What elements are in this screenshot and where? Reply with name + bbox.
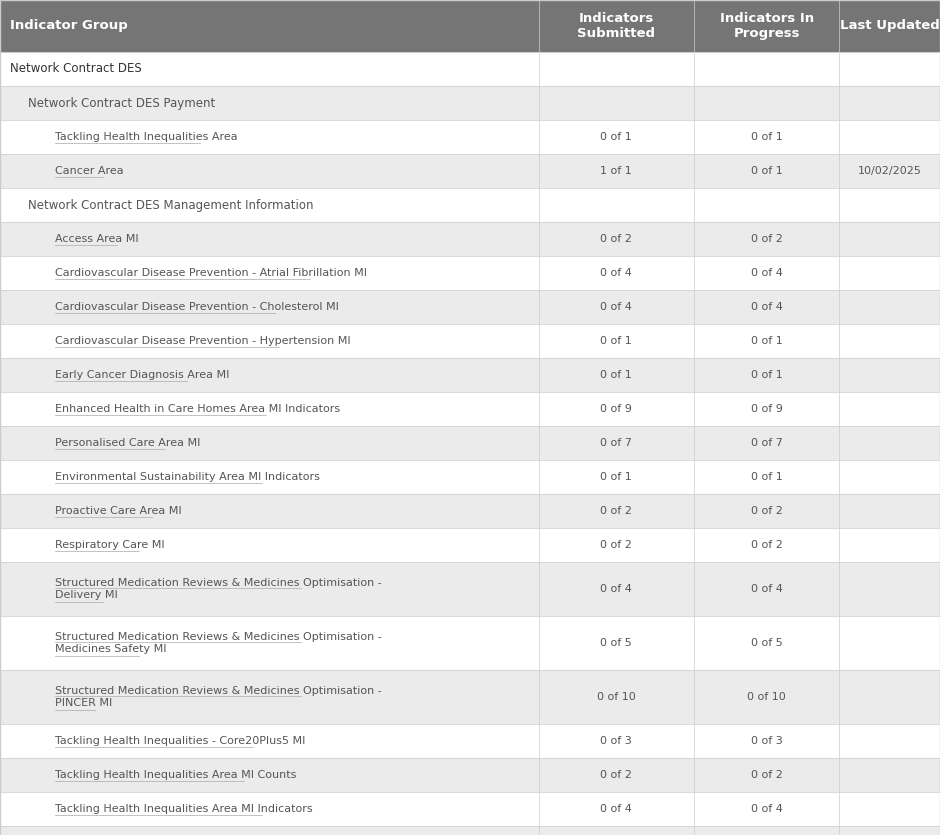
- Bar: [0, 460, 940, 494]
- Text: 10/02/2025: 10/02/2025: [858, 166, 921, 176]
- Text: 0 of 2: 0 of 2: [601, 770, 632, 780]
- Bar: [0, 86, 940, 120]
- Bar: [0, 670, 940, 724]
- Text: Enhanced Health in Care Homes Area MI Indicators: Enhanced Health in Care Homes Area MI In…: [55, 404, 340, 414]
- Text: 0 of 2: 0 of 2: [601, 234, 632, 244]
- Text: 0 of 5: 0 of 5: [751, 638, 782, 648]
- Bar: [0, 324, 940, 358]
- Text: 0 of 3: 0 of 3: [601, 736, 632, 746]
- Bar: [0, 562, 940, 616]
- Text: Tackling Health Inequalities Area: Tackling Health Inequalities Area: [55, 132, 238, 142]
- Text: Last Updated: Last Updated: [839, 19, 940, 33]
- Text: Cancer Area: Cancer Area: [55, 166, 124, 176]
- Text: Access Area MI: Access Area MI: [55, 234, 138, 244]
- Text: Structured Medication Reviews & Medicines Optimisation -
Medicines Safety MI: Structured Medication Reviews & Medicine…: [55, 632, 382, 654]
- Text: Early Cancer Diagnosis Area MI: Early Cancer Diagnosis Area MI: [55, 370, 229, 380]
- Text: 0 of 1: 0 of 1: [751, 336, 782, 346]
- Text: Cardiovascular Disease Prevention - Cholesterol MI: Cardiovascular Disease Prevention - Chol…: [55, 302, 339, 312]
- Text: 0 of 7: 0 of 7: [751, 438, 782, 448]
- Text: 0 of 1: 0 of 1: [751, 472, 782, 482]
- Bar: [0, 358, 940, 392]
- Text: 0 of 10: 0 of 10: [747, 692, 786, 702]
- Bar: [0, 528, 940, 562]
- Text: Cardiovascular Disease Prevention - Atrial Fibrillation MI: Cardiovascular Disease Prevention - Atri…: [55, 268, 367, 278]
- Text: 0 of 4: 0 of 4: [751, 302, 782, 312]
- Text: 0 of 4: 0 of 4: [751, 268, 782, 278]
- Bar: [0, 494, 940, 528]
- Text: Structured Medication Reviews & Medicines Optimisation -
PINCER MI: Structured Medication Reviews & Medicine…: [55, 686, 382, 708]
- Text: 0 of 2: 0 of 2: [601, 540, 632, 550]
- Text: 0 of 9: 0 of 9: [601, 404, 632, 414]
- Text: Environmental Sustainability Area MI Indicators: Environmental Sustainability Area MI Ind…: [55, 472, 320, 482]
- Bar: [0, 222, 940, 256]
- Text: 0 of 1: 0 of 1: [751, 132, 782, 142]
- Text: 0 of 4: 0 of 4: [601, 584, 632, 594]
- Bar: [0, 758, 940, 792]
- Text: 0 of 4: 0 of 4: [751, 804, 782, 814]
- Bar: [0, 426, 940, 460]
- Text: Tackling Health Inequalities Area MI Indicators: Tackling Health Inequalities Area MI Ind…: [55, 804, 313, 814]
- Bar: [0, 826, 940, 835]
- Bar: [0, 392, 940, 426]
- Text: 0 of 4: 0 of 4: [601, 302, 632, 312]
- Text: Tackling Health Inequalities - Core20Plus5 MI: Tackling Health Inequalities - Core20Plu…: [55, 736, 306, 746]
- Bar: [0, 290, 940, 324]
- Text: 0 of 5: 0 of 5: [601, 638, 632, 648]
- Bar: [0, 0, 940, 52]
- Text: 0 of 4: 0 of 4: [601, 268, 632, 278]
- Text: Proactive Care Area MI: Proactive Care Area MI: [55, 506, 181, 516]
- Text: 0 of 9: 0 of 9: [751, 404, 782, 414]
- Text: Indicator Group: Indicator Group: [10, 19, 128, 33]
- Bar: [0, 256, 940, 290]
- Text: 0 of 2: 0 of 2: [751, 540, 782, 550]
- Text: Network Contract DES: Network Contract DES: [10, 63, 142, 75]
- Text: Personalised Care Area MI: Personalised Care Area MI: [55, 438, 200, 448]
- Text: Network Contract DES Payment: Network Contract DES Payment: [28, 97, 215, 109]
- Text: 0 of 1: 0 of 1: [601, 472, 632, 482]
- Text: Cardiovascular Disease Prevention - Hypertension MI: Cardiovascular Disease Prevention - Hype…: [55, 336, 351, 346]
- Text: 0 of 10: 0 of 10: [597, 692, 635, 702]
- Bar: [0, 120, 940, 154]
- Text: Tackling Health Inequalities Area MI Counts: Tackling Health Inequalities Area MI Cou…: [55, 770, 296, 780]
- Bar: [0, 154, 940, 188]
- Text: 0 of 2: 0 of 2: [751, 506, 782, 516]
- Text: 0 of 2: 0 of 2: [751, 234, 782, 244]
- Text: 0 of 4: 0 of 4: [751, 584, 782, 594]
- Bar: [0, 52, 940, 86]
- Text: 0 of 7: 0 of 7: [601, 438, 632, 448]
- Bar: [0, 792, 940, 826]
- Text: 0 of 3: 0 of 3: [751, 736, 782, 746]
- Text: 0 of 1: 0 of 1: [601, 370, 632, 380]
- Text: 0 of 4: 0 of 4: [601, 804, 632, 814]
- Text: 0 of 1: 0 of 1: [751, 370, 782, 380]
- Text: 0 of 1: 0 of 1: [601, 132, 632, 142]
- Text: 0 of 1: 0 of 1: [751, 166, 782, 176]
- Bar: [0, 188, 940, 222]
- Text: Structured Medication Reviews & Medicines Optimisation -
Delivery MI: Structured Medication Reviews & Medicine…: [55, 578, 382, 600]
- Text: 1 of 1: 1 of 1: [601, 166, 632, 176]
- Text: Network Contract DES Management Information: Network Contract DES Management Informat…: [28, 199, 314, 211]
- Text: 0 of 2: 0 of 2: [601, 506, 632, 516]
- Text: Indicators In
Progress: Indicators In Progress: [719, 12, 814, 40]
- Bar: [0, 616, 940, 670]
- Bar: [0, 724, 940, 758]
- Text: Respiratory Care MI: Respiratory Care MI: [55, 540, 164, 550]
- Text: 0 of 2: 0 of 2: [751, 770, 782, 780]
- Text: 0 of 1: 0 of 1: [601, 336, 632, 346]
- Text: Indicators
Submitted: Indicators Submitted: [577, 12, 655, 40]
